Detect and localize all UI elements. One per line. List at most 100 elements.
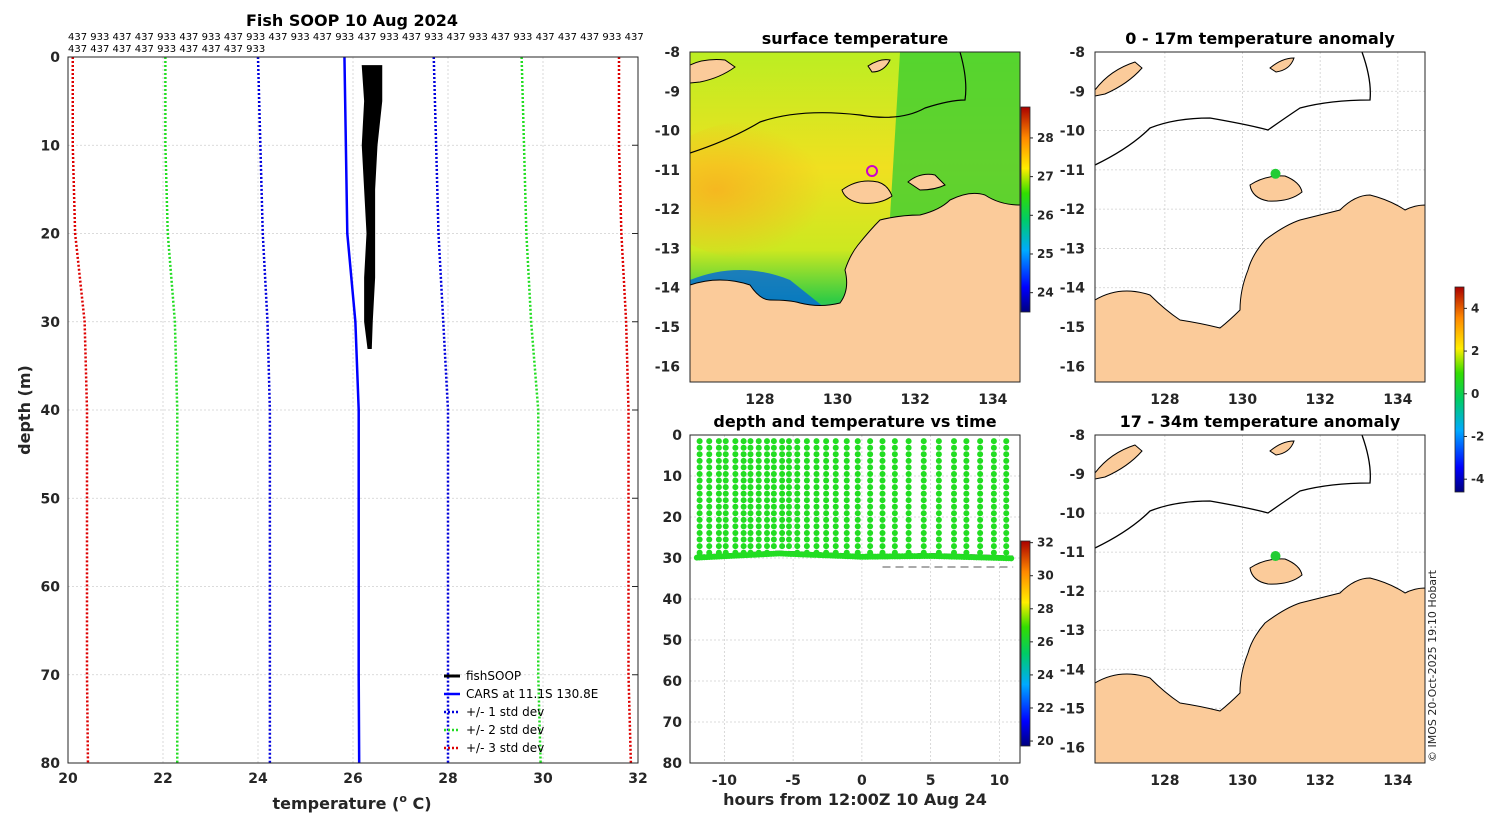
depth-time-point (963, 516, 970, 523)
depth-time-point (696, 529, 703, 536)
depth-time-point (696, 543, 703, 550)
depth-time-point (854, 497, 861, 504)
depth-time-colorbar-tick-label: 20 (1037, 734, 1054, 748)
anomaly-shallow-axes-box (1094, 51, 1426, 383)
depth-time-point (722, 484, 729, 491)
depth-time-point (803, 543, 810, 550)
depth-time-point (732, 451, 739, 458)
depth-time-point (920, 497, 927, 504)
anomaly-deep-islet (1269, 440, 1295, 456)
depth-time-point (867, 503, 874, 510)
depth-time-point (803, 444, 810, 451)
sst-ytick-label: -15 (655, 320, 680, 336)
depth-time-point (854, 523, 861, 530)
depth-time-point (770, 464, 777, 471)
depth-time-point (732, 484, 739, 491)
depth-time-point (1003, 536, 1010, 543)
profile-ytick-label: 80 (41, 756, 61, 772)
depth-time-point (794, 536, 801, 543)
depth-time-colorbar-tick-label: 30 (1037, 569, 1054, 583)
depth-time-point (794, 438, 801, 445)
depth-time-point (794, 490, 801, 497)
depth-time-point (794, 451, 801, 458)
depth-time-point (755, 543, 762, 550)
depth-time-point (794, 510, 801, 517)
depth-time-ticks: -10 -5 0 5 10 0 10 20 30 40 50 60 70 80 (663, 428, 1010, 789)
depth-time-point (854, 536, 861, 543)
depth-time-point (813, 444, 820, 451)
depth-time-ytick-label: 20 (663, 510, 683, 526)
depth-time-colorbar-tick-label: 24 (1037, 668, 1054, 682)
depth-time-point (794, 484, 801, 491)
anomaly-deep-landmass (1095, 577, 1425, 763)
depth-time-point (990, 477, 997, 484)
depth-time-point (786, 464, 792, 471)
depth-time-point (770, 516, 777, 523)
depth-time-point (755, 464, 762, 471)
sst-ytick-label: -12 (655, 202, 680, 218)
depth-time-point (823, 464, 830, 471)
depth-time-point (722, 516, 729, 523)
depth-time-point (803, 470, 810, 477)
depth-time-point (706, 523, 713, 530)
depth-time-point (990, 543, 997, 550)
depth-time-point (786, 470, 792, 477)
sst-island-north (690, 59, 736, 84)
depth-time-point (977, 529, 984, 536)
depth-time-point (823, 457, 830, 464)
depth-time-point (963, 438, 970, 445)
depth-time-point (963, 543, 970, 550)
depth-time-point (740, 444, 747, 451)
depth-time-point (963, 523, 970, 530)
depth-time-point (951, 490, 957, 497)
depth-time-point (794, 457, 801, 464)
depth-time-point (706, 497, 713, 504)
depth-time-point (813, 484, 820, 491)
depth-time-panel: depth and temperature vs time -10 -5 0 5 10 0… (663, 412, 1054, 809)
depth-time-point (920, 503, 927, 510)
depth-time-point (770, 497, 777, 504)
depth-time-bottom-point (1008, 555, 1015, 562)
depth-time-point (740, 510, 747, 517)
depth-time-point (1003, 510, 1010, 517)
depth-time-point (786, 523, 792, 530)
sst-warm-patch (690, 120, 870, 260)
depth-time-point (951, 523, 957, 530)
depth-time-point (803, 503, 810, 510)
depth-time-point (755, 536, 762, 543)
anomaly-shallow-xtick-label: 128 (1150, 392, 1179, 408)
depth-time-point (879, 503, 886, 510)
depth-time-point (764, 549, 770, 556)
depth-time-point (867, 464, 874, 471)
anomaly-shallow-island (1249, 175, 1303, 202)
depth-time-point (905, 497, 912, 504)
depth-time-point (823, 549, 830, 556)
depth-time-point (935, 497, 942, 504)
anomaly-deep-ytick-label: -16 (1060, 740, 1085, 756)
depth-time-point (740, 529, 747, 536)
anomaly-colorbar-tick-label: 2 (1471, 344, 1479, 358)
profile-ytick-label: 30 (41, 315, 61, 331)
anomaly-deep-title: 17 - 34m temperature anomaly (1120, 412, 1401, 431)
depth-time-point (786, 503, 792, 510)
depth-time-point (770, 490, 777, 497)
depth-time-point (935, 451, 942, 458)
depth-time-point (779, 464, 786, 471)
anomaly-colorbar-ticks: -4 -2 0 2 4 (1464, 301, 1484, 486)
profile-ytick-label: 0 (50, 50, 60, 66)
depth-time-point (740, 477, 747, 484)
depth-time-point (977, 438, 984, 445)
depth-time-point (867, 444, 874, 451)
depth-time-point (977, 464, 984, 471)
depth-time-point (764, 438, 770, 445)
depth-time-point (770, 523, 777, 530)
anomaly-shallow-ytick-label: -14 (1060, 281, 1086, 297)
depth-time-point (832, 536, 839, 543)
copyright-text: © IMOS 20-Oct-2025 19:10 Hobart (1426, 569, 1439, 762)
depth-time-point (990, 438, 997, 445)
depth-time-point (722, 523, 729, 530)
depth-time-point (715, 510, 722, 517)
depth-time-point (715, 516, 722, 523)
depth-time-point (843, 516, 850, 523)
depth-time-point (843, 510, 850, 517)
